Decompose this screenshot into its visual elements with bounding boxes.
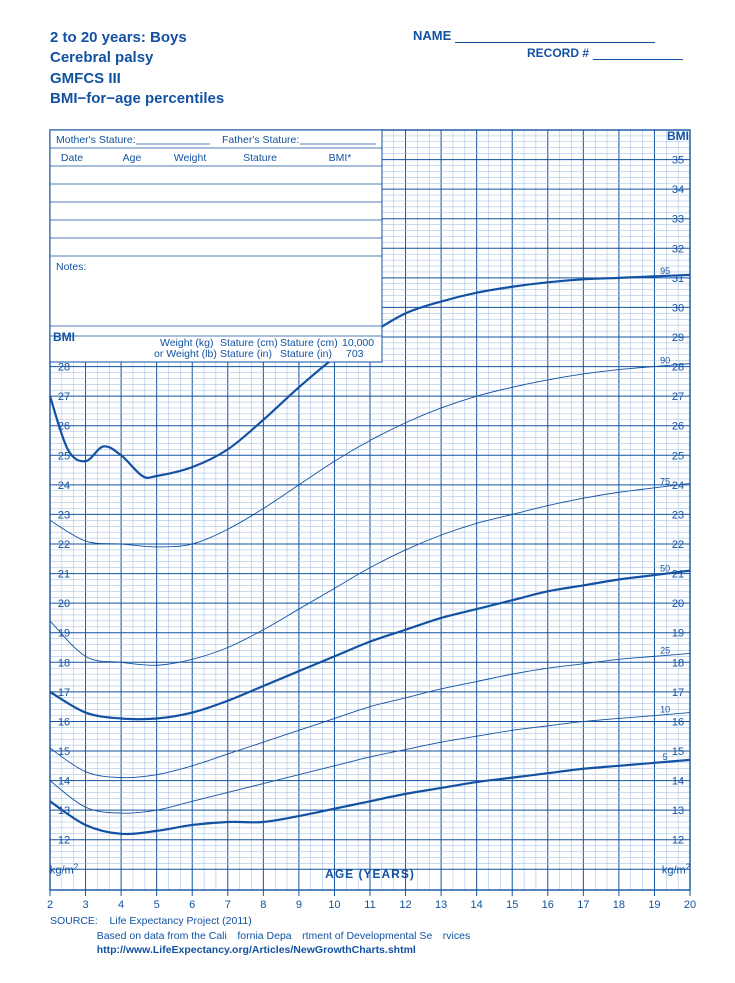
svg-text:Weight: Weight	[174, 152, 207, 164]
svg-text:33: 33	[672, 214, 684, 226]
svg-text:28: 28	[672, 362, 684, 374]
svg-text:703: 703	[346, 348, 364, 360]
svg-text:95: 95	[660, 266, 670, 276]
svg-text:27: 27	[672, 391, 684, 403]
svg-text:15: 15	[506, 899, 518, 911]
svg-text:BMI: BMI	[667, 129, 689, 143]
svg-text:6: 6	[189, 899, 195, 911]
svg-text:BMI*: BMI*	[329, 152, 352, 164]
svg-text:90: 90	[660, 356, 670, 366]
svg-text:18: 18	[613, 899, 625, 911]
source-citation: SOURCE: Life Expectancy Project (2011) B…	[50, 914, 470, 957]
svg-text:35: 35	[672, 155, 684, 167]
svg-text:Stature (in): Stature (in)	[220, 348, 272, 360]
svg-text:Age: Age	[123, 152, 142, 164]
svg-text:18: 18	[58, 657, 70, 669]
svg-text:10: 10	[660, 705, 670, 715]
svg-text:19: 19	[648, 899, 660, 911]
svg-text:25: 25	[58, 450, 70, 462]
svg-text:Father's Stature:: Father's Stature:	[222, 134, 299, 146]
svg-text:20: 20	[684, 899, 696, 911]
svg-text:Mother's Stature:: Mother's Stature:	[56, 134, 136, 146]
svg-text:13: 13	[435, 899, 447, 911]
svg-text:13: 13	[58, 805, 70, 817]
svg-text:21: 21	[58, 569, 70, 581]
svg-text:4: 4	[118, 899, 124, 911]
svg-text:9: 9	[296, 899, 302, 911]
svg-text:kg/m2: kg/m2	[50, 862, 79, 877]
svg-text:32: 32	[672, 243, 684, 255]
svg-text:22: 22	[58, 539, 70, 551]
svg-text:29: 29	[672, 332, 684, 344]
svg-text:Stature: Stature	[243, 152, 277, 164]
svg-text:7: 7	[225, 899, 231, 911]
svg-text:30: 30	[672, 302, 684, 314]
svg-text:26: 26	[672, 421, 684, 433]
svg-text:11: 11	[364, 899, 375, 911]
svg-text:17: 17	[58, 687, 70, 699]
svg-text:12: 12	[399, 899, 411, 911]
svg-text:25: 25	[660, 645, 670, 655]
svg-text:23: 23	[672, 509, 684, 521]
svg-text:or Weight (lb): or Weight (lb)	[154, 348, 217, 360]
svg-text:19: 19	[58, 628, 70, 640]
svg-text:Stature (in): Stature (in)	[280, 348, 332, 360]
svg-text:23: 23	[58, 509, 70, 521]
svg-text:75: 75	[660, 476, 670, 486]
svg-text:21: 21	[672, 569, 684, 581]
svg-text:20: 20	[672, 598, 684, 610]
svg-text:Date: Date	[61, 152, 83, 164]
svg-text:34: 34	[672, 184, 684, 196]
svg-text:12: 12	[58, 835, 70, 847]
svg-text:17: 17	[577, 899, 589, 911]
svg-text:8: 8	[260, 899, 266, 911]
svg-text:15: 15	[672, 746, 684, 758]
svg-text:17: 17	[672, 687, 684, 699]
svg-text:24: 24	[58, 480, 70, 492]
svg-text:Notes:: Notes:	[56, 261, 86, 273]
svg-text:15: 15	[58, 746, 70, 758]
svg-text:22: 22	[672, 539, 684, 551]
svg-text:2: 2	[47, 899, 53, 911]
svg-text:50: 50	[660, 564, 670, 574]
svg-text:16: 16	[58, 716, 70, 728]
svg-text:13: 13	[672, 805, 684, 817]
svg-text:16: 16	[672, 716, 684, 728]
svg-text:3: 3	[82, 899, 88, 911]
svg-text:12: 12	[672, 835, 684, 847]
svg-text:19: 19	[672, 628, 684, 640]
svg-text:26: 26	[58, 421, 70, 433]
svg-text:27: 27	[58, 391, 70, 403]
svg-text:14: 14	[471, 899, 483, 911]
svg-text:28: 28	[58, 362, 70, 374]
svg-text:14: 14	[58, 776, 70, 788]
svg-text:BMI: BMI	[53, 330, 75, 344]
svg-text:16: 16	[542, 899, 554, 911]
growth-chart: 9590755025105Mother's Stature:Father's S…	[0, 0, 735, 983]
svg-text:AGE (YEARS): AGE (YEARS)	[325, 867, 415, 881]
svg-text:20: 20	[58, 598, 70, 610]
svg-text:18: 18	[672, 657, 684, 669]
svg-text:5: 5	[154, 899, 160, 911]
svg-text:31: 31	[672, 273, 684, 285]
svg-text:kg/m2: kg/m2	[662, 862, 691, 877]
svg-text:24: 24	[672, 480, 684, 492]
svg-text:14: 14	[672, 776, 684, 788]
svg-text:10: 10	[328, 899, 340, 911]
svg-text:5: 5	[663, 752, 668, 762]
svg-text:25: 25	[672, 450, 684, 462]
